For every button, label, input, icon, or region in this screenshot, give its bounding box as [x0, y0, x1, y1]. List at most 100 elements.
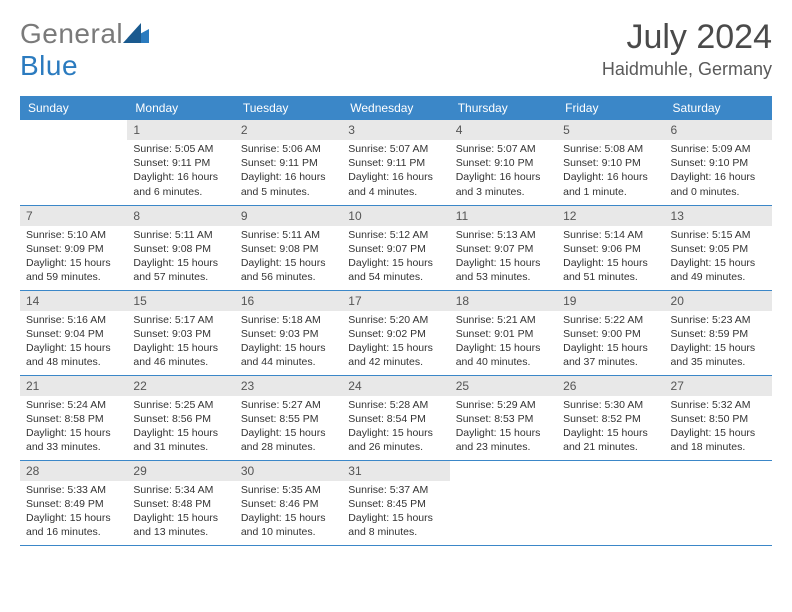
sunset-text: Sunset: 9:11 PM [241, 156, 336, 170]
daylight-text: Daylight: 15 hours and 59 minutes. [26, 256, 121, 284]
day-details: Sunrise: 5:22 AMSunset: 9:00 PMDaylight:… [557, 311, 664, 374]
day-number: 13 [665, 206, 772, 226]
day-number: 6 [665, 120, 772, 140]
sunrise-text: Sunrise: 5:24 AM [26, 398, 121, 412]
sunrise-text: Sunrise: 5:34 AM [133, 483, 228, 497]
sunrise-text: Sunrise: 5:27 AM [241, 398, 336, 412]
sunset-text: Sunset: 8:55 PM [241, 412, 336, 426]
calendar-cell: 15Sunrise: 5:17 AMSunset: 9:03 PMDayligh… [127, 290, 234, 375]
calendar-cell: 8Sunrise: 5:11 AMSunset: 9:08 PMDaylight… [127, 205, 234, 290]
sunset-text: Sunset: 9:11 PM [348, 156, 443, 170]
sunset-text: Sunset: 8:50 PM [671, 412, 766, 426]
day-details: Sunrise: 5:11 AMSunset: 9:08 PMDaylight:… [127, 226, 234, 289]
sunset-text: Sunset: 9:08 PM [133, 242, 228, 256]
sunset-text: Sunset: 8:59 PM [671, 327, 766, 341]
daylight-text: Daylight: 15 hours and 18 minutes. [671, 426, 766, 454]
sunrise-text: Sunrise: 5:30 AM [563, 398, 658, 412]
sunrise-text: Sunrise: 5:14 AM [563, 228, 658, 242]
sunset-text: Sunset: 9:04 PM [26, 327, 121, 341]
day-header: Friday [557, 96, 664, 120]
day-details: Sunrise: 5:15 AMSunset: 9:05 PMDaylight:… [665, 226, 772, 289]
logo: GeneralBlue [20, 18, 149, 82]
sunrise-text: Sunrise: 5:21 AM [456, 313, 551, 327]
sunset-text: Sunset: 8:49 PM [26, 497, 121, 511]
sunrise-text: Sunrise: 5:08 AM [563, 142, 658, 156]
calendar-cell: 1Sunrise: 5:05 AMSunset: 9:11 PMDaylight… [127, 120, 234, 205]
location-label: Haidmuhle, Germany [602, 59, 772, 80]
calendar-cell: 10Sunrise: 5:12 AMSunset: 9:07 PMDayligh… [342, 205, 449, 290]
daylight-text: Daylight: 15 hours and 10 minutes. [241, 511, 336, 539]
calendar-cell: 26Sunrise: 5:30 AMSunset: 8:52 PMDayligh… [557, 375, 664, 460]
calendar-cell: 9Sunrise: 5:11 AMSunset: 9:08 PMDaylight… [235, 205, 342, 290]
daylight-text: Daylight: 15 hours and 40 minutes. [456, 341, 551, 369]
day-details: Sunrise: 5:07 AMSunset: 9:10 PMDaylight:… [450, 140, 557, 203]
sunrise-text: Sunrise: 5:05 AM [133, 142, 228, 156]
sunrise-text: Sunrise: 5:18 AM [241, 313, 336, 327]
day-number: 1 [127, 120, 234, 140]
calendar-cell: 2Sunrise: 5:06 AMSunset: 9:11 PMDaylight… [235, 120, 342, 205]
day-number: 22 [127, 376, 234, 396]
day-number: 23 [235, 376, 342, 396]
daylight-text: Daylight: 15 hours and 13 minutes. [133, 511, 228, 539]
day-header: Thursday [450, 96, 557, 120]
sunrise-text: Sunrise: 5:22 AM [563, 313, 658, 327]
calendar-cell: 22Sunrise: 5:25 AMSunset: 8:56 PMDayligh… [127, 375, 234, 460]
calendar-cell: 13Sunrise: 5:15 AMSunset: 9:05 PMDayligh… [665, 205, 772, 290]
sunset-text: Sunset: 9:02 PM [348, 327, 443, 341]
daylight-text: Daylight: 16 hours and 0 minutes. [671, 170, 766, 198]
day-details: Sunrise: 5:33 AMSunset: 8:49 PMDaylight:… [20, 481, 127, 544]
daylight-text: Daylight: 15 hours and 44 minutes. [241, 341, 336, 369]
sunrise-text: Sunrise: 5:06 AM [241, 142, 336, 156]
calendar-week: 28Sunrise: 5:33 AMSunset: 8:49 PMDayligh… [20, 460, 772, 545]
day-details: Sunrise: 5:35 AMSunset: 8:46 PMDaylight:… [235, 481, 342, 544]
day-details: Sunrise: 5:08 AMSunset: 9:10 PMDaylight:… [557, 140, 664, 203]
calendar-body: 1 Sunrise: 5:05 AM Sunset: 9:11 PM Daylight… [20, 120, 772, 545]
sunrise-text: Sunrise: 5:32 AM [671, 398, 766, 412]
day-number: 9 [235, 206, 342, 226]
calendar-week: 1 Sunrise: 5:05 AM Sunset: 9:11 PM Daylight… [20, 120, 772, 205]
day-details: Sunrise: 5:29 AMSunset: 8:53 PMDaylight:… [450, 396, 557, 459]
daylight-text: Daylight: 15 hours and 23 minutes. [456, 426, 551, 454]
day-number: 14 [20, 291, 127, 311]
sunrise-text: Sunrise: 5:37 AM [348, 483, 443, 497]
day-number: 26 [557, 376, 664, 396]
day-details: Sunrise: 5:34 AMSunset: 8:48 PMDaylight:… [127, 481, 234, 544]
title-block: July 2024 Haidmuhle, Germany [602, 18, 772, 80]
sunrise-text: Sunrise: 5:20 AM [348, 313, 443, 327]
calendar-cell: 11Sunrise: 5:13 AMSunset: 9:07 PMDayligh… [450, 205, 557, 290]
day-details: Sunrise: 5:10 AMSunset: 9:09 PMDaylight:… [20, 226, 127, 289]
calendar-cell: 14Sunrise: 5:16 AMSunset: 9:04 PMDayligh… [20, 290, 127, 375]
day-number: 5 [557, 120, 664, 140]
calendar-week: 14Sunrise: 5:16 AMSunset: 9:04 PMDayligh… [20, 290, 772, 375]
daylight-text: Daylight: 15 hours and 37 minutes. [563, 341, 658, 369]
day-number: 28 [20, 461, 127, 481]
sunset-text: Sunset: 9:07 PM [348, 242, 443, 256]
sunset-text: Sunset: 9:00 PM [563, 327, 658, 341]
sunrise-text: Sunrise: 5:33 AM [26, 483, 121, 497]
day-details: Sunrise: 5:06 AMSunset: 9:11 PMDaylight:… [235, 140, 342, 203]
day-number: 20 [665, 291, 772, 311]
day-details: Sunrise: 5:16 AMSunset: 9:04 PMDaylight:… [20, 311, 127, 374]
calendar-cell: 27Sunrise: 5:32 AMSunset: 8:50 PMDayligh… [665, 375, 772, 460]
day-number: 2 [235, 120, 342, 140]
calendar-cell: 4Sunrise: 5:07 AMSunset: 9:10 PMDaylight… [450, 120, 557, 205]
day-details: Sunrise: 5:21 AMSunset: 9:01 PMDaylight:… [450, 311, 557, 374]
sunrise-text: Sunrise: 5:15 AM [671, 228, 766, 242]
day-details: Sunrise: 5:32 AMSunset: 8:50 PMDaylight:… [665, 396, 772, 459]
day-number: 12 [557, 206, 664, 226]
day-details: Sunrise: 5:37 AMSunset: 8:45 PMDaylight:… [342, 481, 449, 544]
sunset-text: Sunset: 9:09 PM [26, 242, 121, 256]
calendar-cell [450, 460, 557, 545]
day-number: 19 [557, 291, 664, 311]
day-details: Sunrise: 5:17 AMSunset: 9:03 PMDaylight:… [127, 311, 234, 374]
sunrise-text: Sunrise: 5:23 AM [671, 313, 766, 327]
sunrise-text: Sunrise: 5:28 AM [348, 398, 443, 412]
day-details: Sunrise: 5:25 AMSunset: 8:56 PMDaylight:… [127, 396, 234, 459]
daylight-text: Daylight: 15 hours and 8 minutes. [348, 511, 443, 539]
sunrise-text: Sunrise: 5:07 AM [456, 142, 551, 156]
sunset-text: Sunset: 9:10 PM [671, 156, 766, 170]
daylight-text: Daylight: 16 hours and 6 minutes. [133, 170, 228, 198]
sunrise-text: Sunrise: 5:07 AM [348, 142, 443, 156]
day-header: Monday [127, 96, 234, 120]
daylight-text: Daylight: 16 hours and 1 minute. [563, 170, 658, 198]
